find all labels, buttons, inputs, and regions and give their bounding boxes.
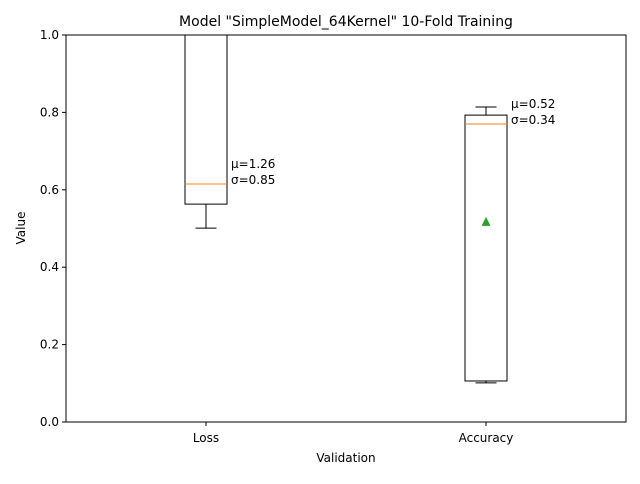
y-axis-label: Value — [14, 212, 28, 245]
mean-marker — [481, 216, 491, 226]
box — [184, 35, 228, 205]
axes-frame — [65, 34, 627, 423]
x-tick-label: Accuracy — [459, 431, 514, 445]
mean-label: μ=1.26 — [231, 157, 275, 171]
y-tick-label: 0.0 — [40, 415, 59, 429]
plot-area — [184, 35, 508, 384]
x-tick-label: Loss — [193, 431, 219, 445]
std-label: σ=0.34 — [511, 113, 555, 127]
y-tick-label: 0.8 — [40, 105, 59, 119]
box — [464, 114, 508, 382]
chart-title: Model "SimpleModel_64Kernel" 10-Fold Tra… — [179, 14, 513, 30]
std-label: σ=0.85 — [231, 173, 275, 187]
y-tick-label: 0.2 — [40, 338, 59, 352]
y-tick-label: 0.4 — [40, 260, 59, 274]
mean-label: μ=0.52 — [511, 97, 555, 111]
y-tick-label: 1.0 — [40, 28, 59, 42]
y-tick-label: 0.6 — [40, 183, 59, 197]
x-axis-label: Validation — [316, 451, 375, 465]
